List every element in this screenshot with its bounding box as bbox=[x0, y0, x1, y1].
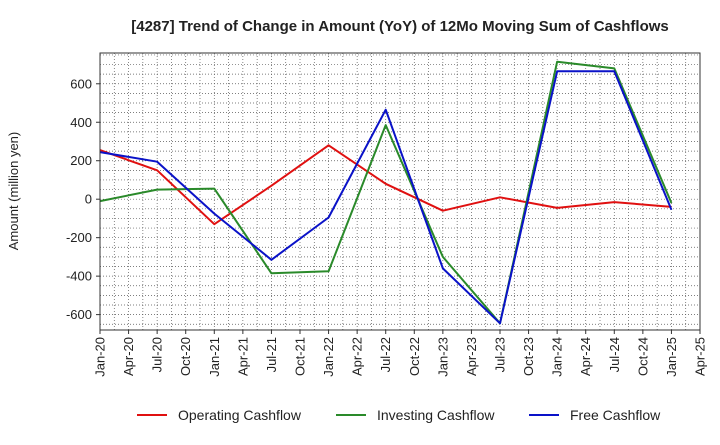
y-tick-label: -200 bbox=[66, 230, 92, 245]
x-tick-label: Jan-23 bbox=[435, 337, 450, 377]
y-tick-labels: 600 400 200 0 -200 -400 -600 bbox=[66, 76, 100, 322]
x-tick-label: Oct-24 bbox=[635, 337, 650, 376]
legend-label: Operating Cashflow bbox=[178, 407, 302, 423]
x-tick-label: Jan-21 bbox=[207, 337, 222, 377]
legend: Operating Cashflow Investing Cashflow Free… bbox=[137, 407, 661, 423]
x-tick-label: Jul-24 bbox=[607, 337, 622, 372]
x-tick-labels: Jan-20 Apr-20 Jul-20 Oct-20 Jan-21 Apr-21 Jul-… bbox=[93, 330, 708, 377]
y-tick-label: -400 bbox=[66, 269, 92, 284]
x-tick-label: Oct-23 bbox=[521, 337, 536, 376]
x-tick-label: Oct-20 bbox=[178, 337, 193, 376]
legend-item-investing-cashflow: Investing Cashflow bbox=[336, 407, 495, 423]
x-tick-label: Apr-20 bbox=[121, 337, 136, 376]
x-tick-label: Jul-20 bbox=[150, 337, 165, 372]
x-tick-label: Apr-24 bbox=[578, 337, 593, 376]
x-tick-label: Jan-22 bbox=[321, 337, 336, 377]
y-tick-label: 600 bbox=[70, 76, 92, 91]
x-tick-label: Apr-22 bbox=[350, 337, 365, 376]
legend-item-free-cashflow: Free Cashflow bbox=[529, 407, 661, 423]
x-tick-label: Apr-21 bbox=[235, 337, 250, 376]
x-tick-label: Jul-23 bbox=[493, 337, 508, 372]
x-tick-label: Jan-25 bbox=[664, 337, 679, 377]
chart-title: [4287] Trend of Change in Amount (YoY) o… bbox=[131, 18, 669, 35]
x-tick-label: Oct-21 bbox=[293, 337, 308, 376]
legend-label: Investing Cashflow bbox=[377, 407, 495, 423]
y-tick-label: 400 bbox=[70, 115, 92, 130]
legend-item-operating-cashflow: Operating Cashflow bbox=[137, 407, 302, 423]
y-tick-label: 200 bbox=[70, 153, 92, 168]
x-tick-label: Jul-21 bbox=[264, 337, 279, 372]
x-tick-label: Oct-22 bbox=[407, 337, 422, 376]
x-tick-label: Jan-24 bbox=[550, 337, 565, 377]
x-tick-label: Jan-20 bbox=[93, 337, 108, 377]
x-tick-label: Jul-22 bbox=[378, 337, 393, 372]
x-tick-label: Apr-23 bbox=[464, 337, 479, 376]
y-tick-label: 0 bbox=[85, 192, 92, 207]
x-tick-label: Apr-25 bbox=[693, 337, 708, 376]
y-tick-label: -600 bbox=[66, 307, 92, 322]
legend-label: Free Cashflow bbox=[570, 407, 661, 423]
y-axis-label: Amount (million yen) bbox=[6, 132, 21, 251]
